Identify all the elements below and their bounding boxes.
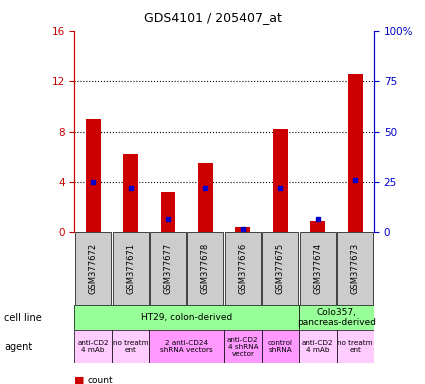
Text: ■: ■ [74, 375, 85, 384]
Bar [123, 154, 138, 232]
Bar [74, 330, 112, 363]
Text: anti-CD2
4 mAb: anti-CD2 4 mAb [77, 340, 109, 353]
Bar [74, 305, 299, 330]
Bar [161, 192, 176, 232]
Bar [224, 330, 262, 363]
Text: 2 anti-CD24
shRNA vectors: 2 anti-CD24 shRNA vectors [160, 340, 213, 353]
Text: GSM377674: GSM377674 [313, 243, 322, 295]
Bar [112, 330, 149, 363]
Bar [85, 119, 101, 232]
Bar [235, 227, 250, 232]
Text: cell line: cell line [4, 313, 42, 323]
Bar [337, 232, 373, 305]
Text: Colo357,
pancreas-derived: Colo357, pancreas-derived [297, 308, 376, 328]
Text: anti-CD2
4 shRNA
vector: anti-CD2 4 shRNA vector [227, 336, 259, 357]
Text: GSM377673: GSM377673 [351, 243, 360, 295]
Bar [225, 232, 261, 305]
Bar [113, 232, 148, 305]
Text: agent: agent [4, 341, 32, 352]
Bar [273, 129, 288, 232]
Text: GSM377677: GSM377677 [164, 243, 173, 295]
Bar [299, 305, 374, 330]
Text: GSM377678: GSM377678 [201, 243, 210, 295]
Text: GSM377676: GSM377676 [238, 243, 247, 295]
Bar [75, 232, 111, 305]
Text: HT29, colon-derived: HT29, colon-derived [141, 313, 232, 322]
Bar [198, 163, 213, 232]
Bar [149, 330, 224, 363]
Bar [310, 221, 325, 232]
Text: control
shRNA: control shRNA [268, 340, 293, 353]
Text: count: count [87, 376, 113, 384]
Bar [348, 74, 363, 232]
Bar [262, 232, 298, 305]
Bar [299, 330, 337, 363]
Text: no treatm
ent: no treatm ent [113, 340, 148, 353]
Bar [300, 232, 336, 305]
Text: GSM377672: GSM377672 [88, 243, 98, 295]
Text: anti-CD2
4 mAb: anti-CD2 4 mAb [302, 340, 334, 353]
Bar [337, 330, 374, 363]
Bar [150, 232, 186, 305]
Bar [262, 330, 299, 363]
Text: GSM377671: GSM377671 [126, 243, 135, 295]
Text: GSM377675: GSM377675 [276, 243, 285, 295]
Bar [187, 232, 224, 305]
Text: GDS4101 / 205407_at: GDS4101 / 205407_at [144, 12, 281, 25]
Text: no treatm
ent: no treatm ent [337, 340, 373, 353]
